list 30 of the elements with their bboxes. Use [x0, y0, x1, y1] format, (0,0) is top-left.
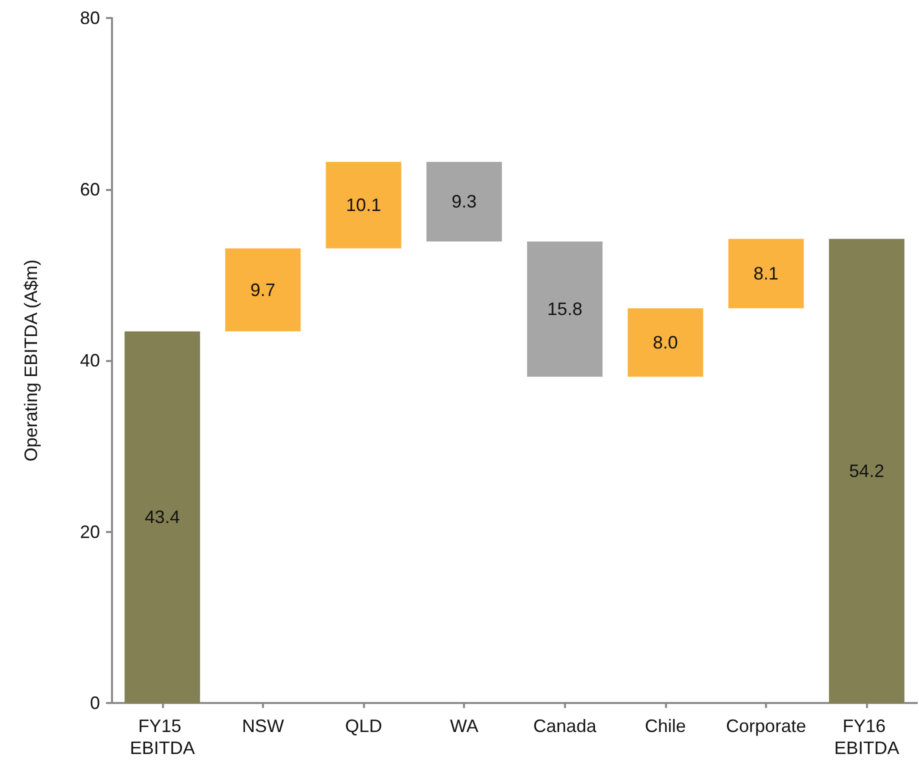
- data-label: 43.4: [144, 507, 180, 528]
- data-label: 54.2: [849, 460, 884, 481]
- data-label: 15.8: [547, 299, 582, 320]
- data-label: 9.7: [250, 280, 276, 300]
- bar: [728, 238, 804, 308]
- data-label: 8.0: [652, 332, 678, 353]
- x-tick-label: FY15 EBITDA: [130, 716, 195, 758]
- data-label: 9.3: [452, 192, 477, 212]
- x-tick-label: QLD: [345, 716, 382, 736]
- data-label: 10.1: [346, 195, 382, 216]
- y-tick-label: 20: [80, 522, 100, 542]
- y-tick-label: 60: [80, 179, 100, 200]
- bar: [426, 162, 502, 242]
- x-tick-label: Canada: [533, 716, 598, 736]
- y-tick-label: 0: [90, 693, 100, 713]
- x-tick-label: WA: [450, 716, 478, 736]
- y-tick-label: 40: [80, 350, 100, 370]
- bar: [225, 248, 301, 332]
- bar: [124, 331, 200, 703]
- x-tick-label: Corporate: [726, 716, 806, 736]
- x-tick-label: NSW: [242, 716, 284, 736]
- bar: [527, 241, 603, 377]
- data-label: 8.1: [754, 264, 779, 284]
- y-axis-title: Operating EBITDA (A$m): [21, 259, 41, 462]
- bar: [828, 238, 904, 703]
- bar: [628, 308, 704, 377]
- x-tick-label: FY16 EBITDA: [834, 716, 900, 758]
- x-tick-label: Chile: [644, 716, 686, 736]
- y-tick-label: 80: [80, 8, 100, 28]
- bar: [326, 162, 402, 248]
